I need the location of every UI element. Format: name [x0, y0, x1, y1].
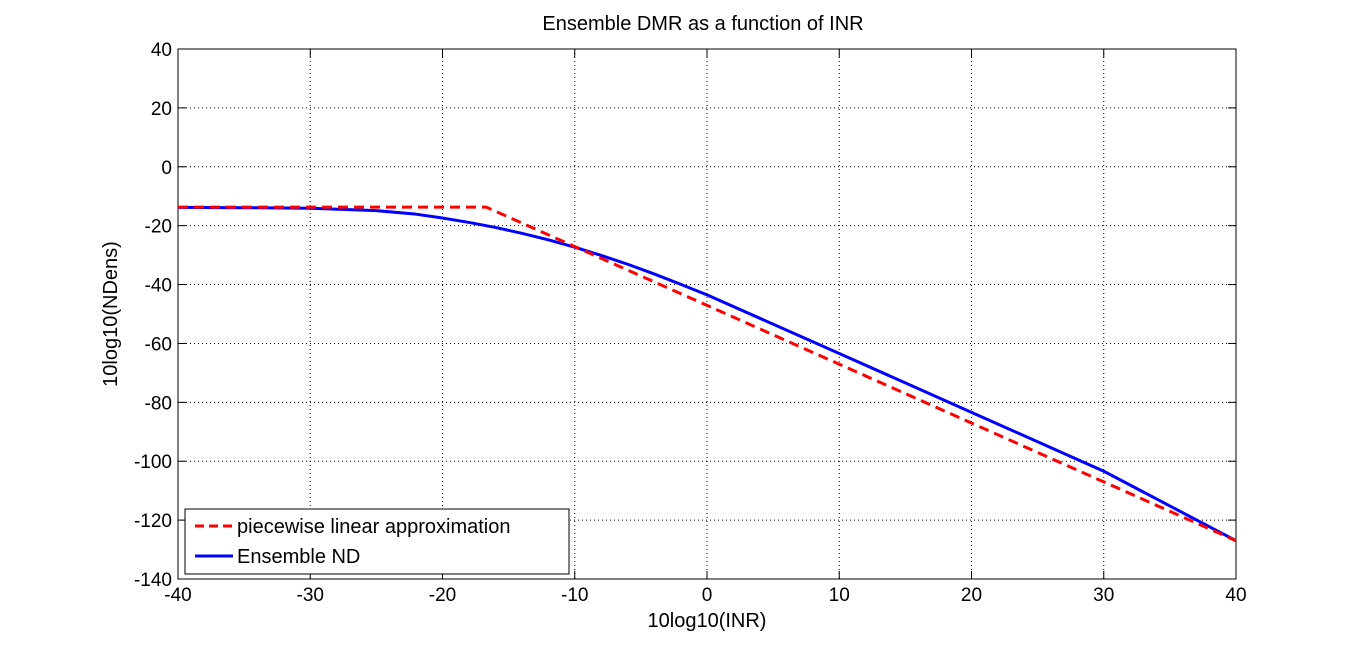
legend-label-ensemble: Ensemble ND — [237, 546, 360, 568]
x-tick-label: 0 — [702, 585, 713, 606]
x-tick-label: 20 — [961, 585, 982, 606]
x-axis-label: 10log10(INR) — [648, 610, 767, 632]
y-axis-label: 10log10(NDens) — [100, 241, 122, 387]
y-tick-label: 0 — [161, 158, 172, 179]
y-tick-label: -40 — [145, 276, 172, 297]
y-tick-label: -140 — [134, 570, 172, 591]
legend-label-piecewise: piecewise linear approximation — [237, 516, 510, 538]
x-tick-label: 30 — [1093, 585, 1114, 606]
x-tick-label: -20 — [429, 585, 456, 606]
y-tick-label: -20 — [145, 217, 172, 238]
y-tick-label: -120 — [134, 511, 172, 532]
axis-ticks: -40 -30 -20 -10 0 10 20 30 4040200-20-40-60-80-1… — [134, 40, 1247, 606]
y-tick-label: -100 — [134, 452, 172, 473]
chart-title: Ensemble DMR as a function of INR — [542, 13, 863, 35]
y-tick-label: 20 — [151, 99, 172, 120]
y-tick-label: -80 — [145, 393, 172, 414]
y-tick-label: 40 — [151, 40, 172, 61]
x-tick-label: -40 — [164, 585, 191, 606]
x-tick-label: 10 — [829, 585, 850, 606]
x-tick-label: -30 — [297, 585, 324, 606]
series-line-piecewise-approximation — [178, 205, 1237, 543]
y-tick-label: -60 — [145, 334, 172, 355]
series-line-ensemble-nd — [177, 205, 1237, 543]
series-lines — [177, 205, 1237, 543]
legend-box — [184, 508, 570, 575]
x-tick-label: 40 — [1225, 585, 1246, 606]
x-tick-label: -10 — [561, 585, 588, 606]
legend: piecewise linear approximation Ensemble … — [184, 508, 570, 575]
